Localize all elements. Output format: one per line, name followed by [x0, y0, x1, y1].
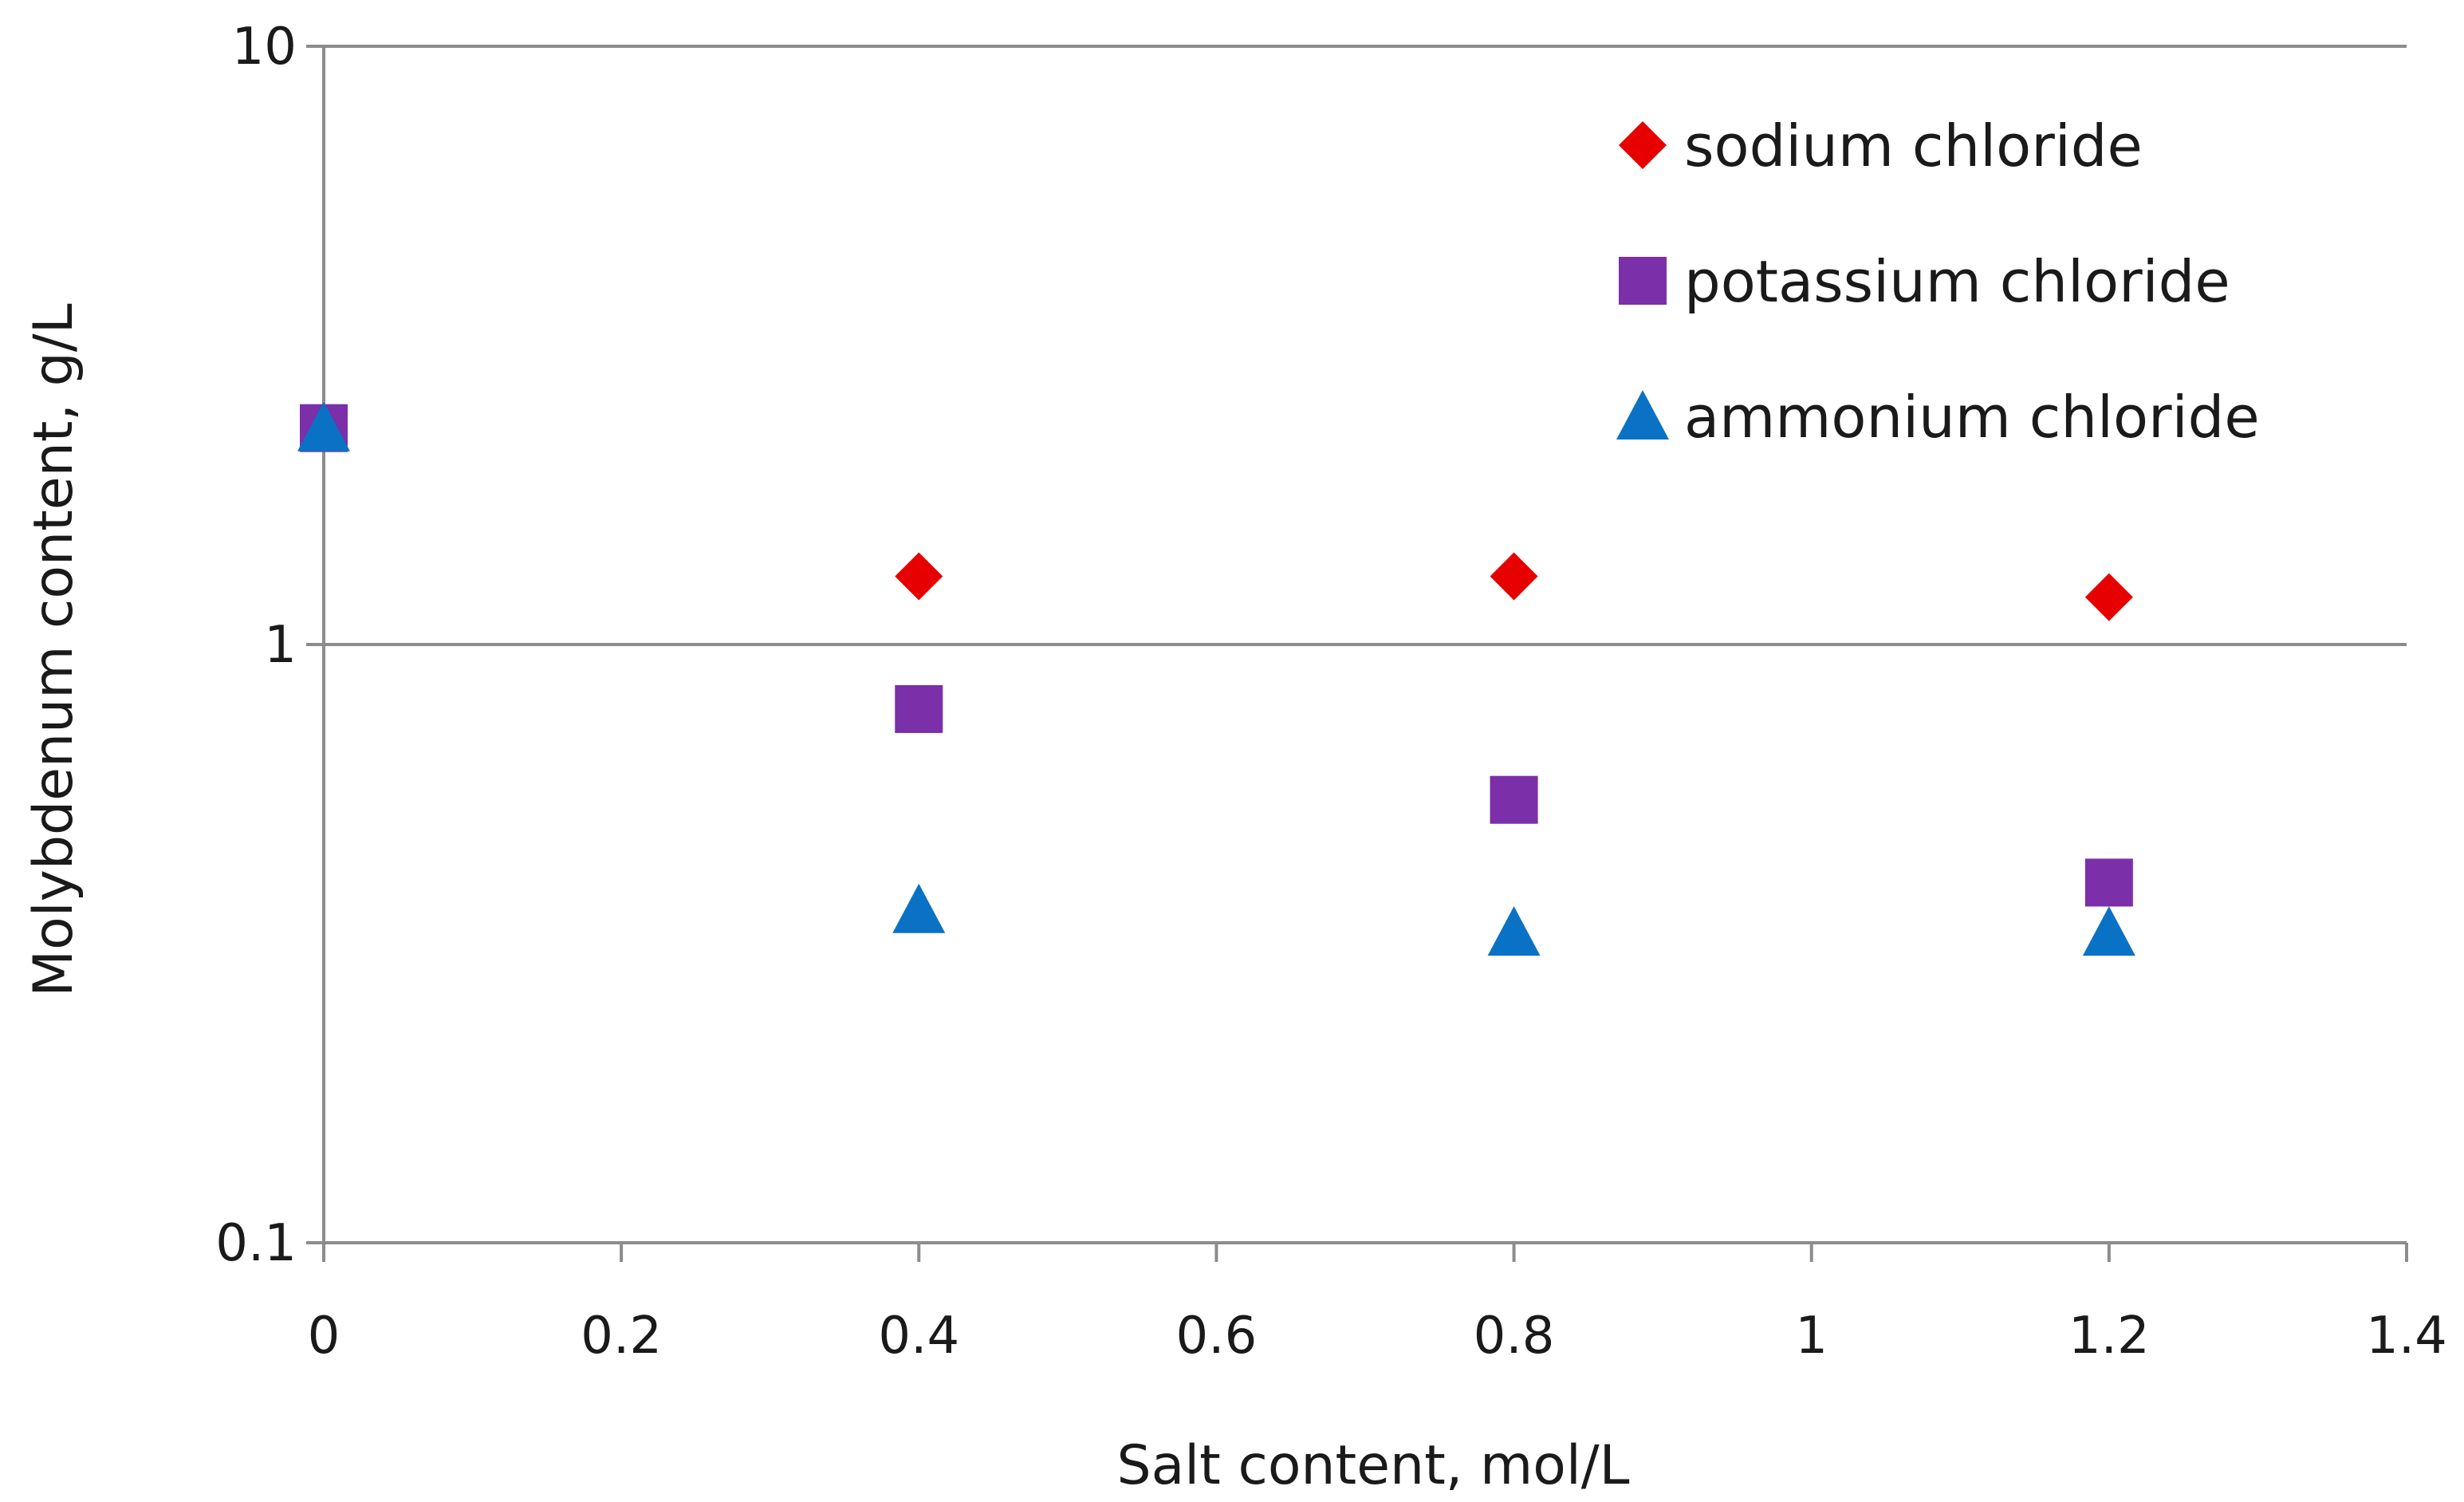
legend-label-potassium-chloride: potassium chloride: [1684, 248, 2230, 315]
data-points: [297, 401, 2135, 956]
x-tick-label: 0.4: [878, 1307, 959, 1366]
x-tick-label: 0: [308, 1307, 340, 1366]
tick-marks: [306, 45, 2408, 1262]
y-axis-title: Molybdenum content, g/L: [22, 303, 85, 996]
legend-marker-sodium-chloride: [1619, 121, 1667, 169]
point-potassium-chloride: [1490, 775, 1538, 824]
point-sodium-chloride: [2084, 573, 2133, 621]
y-tick-label: 0.1: [215, 1214, 297, 1273]
x-tick-label: 1.4: [2366, 1307, 2447, 1366]
gridlines: [324, 45, 2407, 1244]
point-ammonium-chloride: [297, 401, 350, 451]
legend-marker-ammonium-chloride: [1616, 390, 1669, 440]
point-ammonium-chloride: [892, 883, 946, 933]
point-sodium-chloride: [895, 552, 943, 601]
point-potassium-chloride: [2084, 858, 2133, 907]
x-tick-label: 0.8: [1474, 1307, 1555, 1366]
legend: sodium chloride potassium chloride ammoniu…: [1616, 112, 2260, 451]
legend-label-ammonium-chloride: ammonium chloride: [1684, 384, 2260, 451]
y-tick-label: 1: [264, 616, 297, 675]
legend-marker-potassium-chloride: [1619, 257, 1667, 305]
point-sodium-chloride: [1490, 552, 1538, 601]
tick-labels: 0.1 1 10 0 0.2 0.4 0.6 0.8 1 1.2 1.4: [215, 18, 2447, 1366]
point-ammonium-chloride: [1487, 906, 1541, 956]
x-tick-label: 0.6: [1176, 1307, 1258, 1366]
x-tick-label: 0.2: [581, 1307, 662, 1366]
point-potassium-chloride: [895, 684, 943, 733]
x-tick-label: 1: [1795, 1307, 1828, 1366]
x-tick-label: 1.2: [2068, 1307, 2150, 1366]
y-tick-label: 10: [232, 18, 297, 77]
x-axis-title: Salt content, mol/L: [1116, 1434, 1629, 1497]
legend-label-sodium-chloride: sodium chloride: [1684, 112, 2143, 179]
point-ammonium-chloride: [2082, 906, 2135, 956]
